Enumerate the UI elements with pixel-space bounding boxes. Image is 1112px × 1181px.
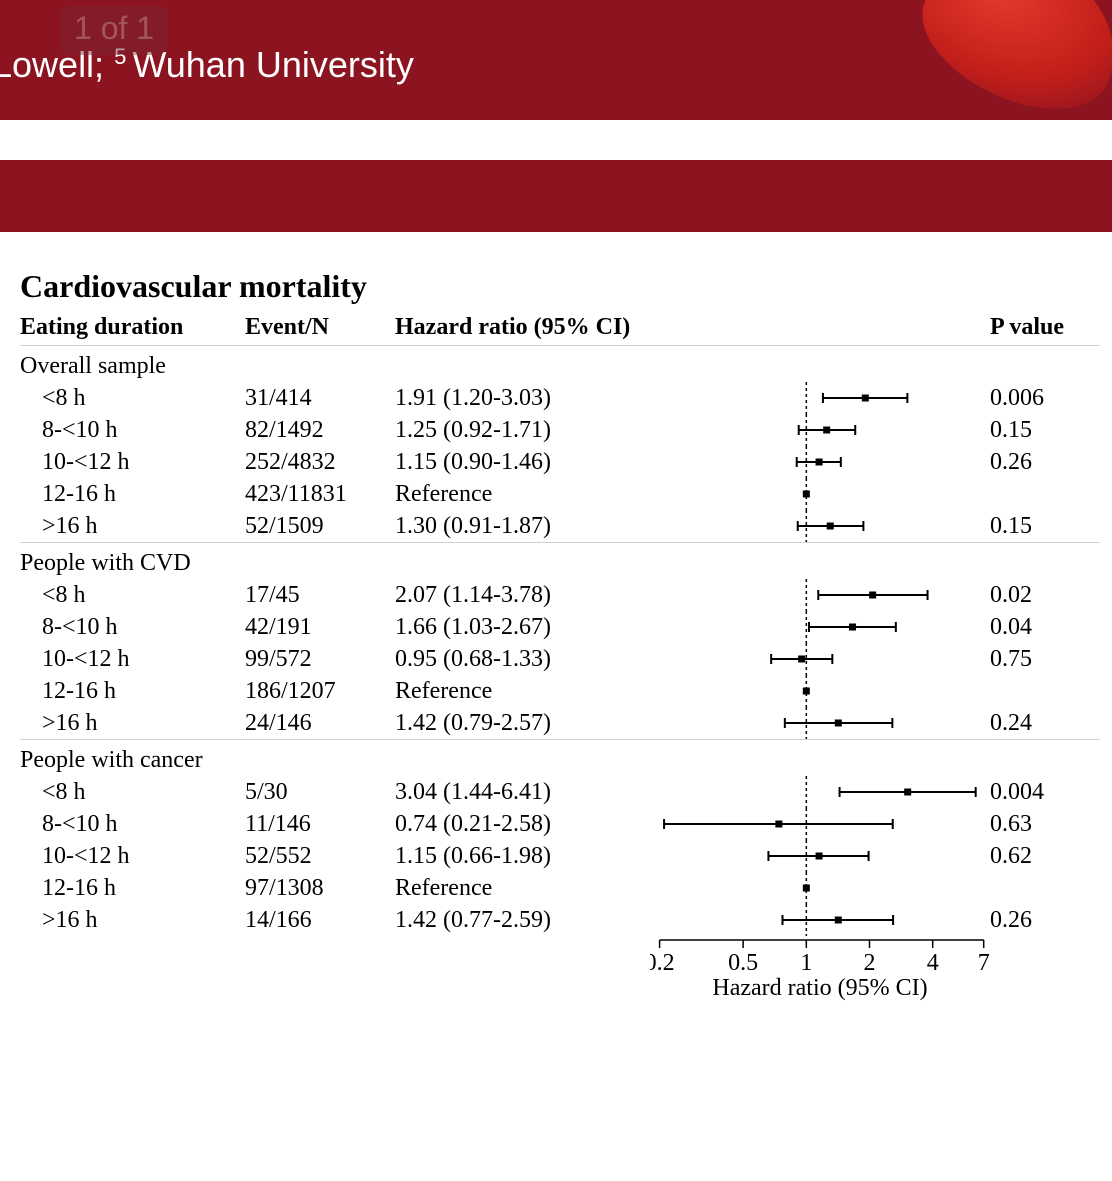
cell-duration: >16 h xyxy=(20,514,245,538)
forest-plot-cell xyxy=(650,414,990,446)
cell-pvalue: 0.04 xyxy=(990,615,1100,639)
x-axis-label: Hazard ratio (95% CI) xyxy=(650,976,990,1000)
cell-duration: <8 h xyxy=(20,780,245,804)
forest-plot-cell xyxy=(650,675,990,707)
forest-plot-cell xyxy=(650,611,990,643)
svg-text:2: 2 xyxy=(864,950,876,976)
cell-hr-text: 3.04 (1.44-6.41) xyxy=(395,780,650,804)
cell-event-n: 31/414 xyxy=(245,386,395,410)
cell-duration: 10-<12 h xyxy=(20,844,245,868)
x-axis: 0.2 0.5 1 2 4 7Hazard ratio (95% CI) xyxy=(650,936,990,1016)
cell-event-n: 97/1308 xyxy=(245,876,395,900)
forest-plot-cell xyxy=(650,579,990,611)
cell-hr-text: 2.07 (1.14-3.78) xyxy=(395,583,650,607)
forest-plot-cell xyxy=(650,478,990,510)
forest-plot-cell xyxy=(650,382,990,414)
cell-pvalue: 0.63 xyxy=(990,812,1100,836)
svg-text:4: 4 xyxy=(927,950,939,976)
forest-plot-cell xyxy=(650,904,990,936)
content-area: Cardiovascular mortality Eating duration… xyxy=(0,232,1112,1046)
cell-duration: 12-16 h xyxy=(20,482,245,506)
header-banner: 1 of 1 Lowell; 5 Wuhan University xyxy=(0,0,1112,120)
cell-event-n: 17/45 xyxy=(245,583,395,607)
cell-hr-text: 0.95 (0.68-1.33) xyxy=(395,647,650,671)
cell-duration: >16 h xyxy=(20,908,245,932)
cell-event-n: 99/572 xyxy=(245,647,395,671)
section-label: People with CVD xyxy=(20,542,1100,579)
cell-hr-text: 1.42 (0.79-2.57) xyxy=(395,711,650,735)
cell-event-n: 52/1509 xyxy=(245,514,395,538)
cell-pvalue: 0.62 xyxy=(990,844,1100,868)
cell-hr-text: Reference xyxy=(395,679,650,703)
table-title: Cardiovascular mortality xyxy=(20,268,1082,305)
forest-plot-cell xyxy=(650,643,990,675)
svg-text:0.2: 0.2 xyxy=(650,950,675,976)
col-pvalue: P value xyxy=(990,311,1100,345)
cell-duration: >16 h xyxy=(20,711,245,735)
cell-duration: <8 h xyxy=(20,386,245,410)
section-label: Overall sample xyxy=(20,345,1100,382)
cell-pvalue: 0.24 xyxy=(990,711,1100,735)
cell-event-n: 14/166 xyxy=(245,908,395,932)
cell-duration: 8-<10 h xyxy=(20,418,245,442)
cell-pvalue: 0.15 xyxy=(990,418,1100,442)
forest-plot-cell xyxy=(650,840,990,872)
forest-plot-cell xyxy=(650,872,990,904)
cell-pvalue: 0.75 xyxy=(990,647,1100,671)
cell-pvalue: 0.004 xyxy=(990,780,1100,804)
cell-pvalue: 0.26 xyxy=(990,450,1100,474)
svg-text:7: 7 xyxy=(978,950,990,976)
svg-text:0.5: 0.5 xyxy=(728,950,758,976)
cell-hr-text: 1.42 (0.77-2.59) xyxy=(395,908,650,932)
cell-pvalue: 0.006 xyxy=(990,386,1100,410)
forest-plot-cell xyxy=(650,808,990,840)
col-hr-ci: Hazard ratio (95% CI) xyxy=(395,311,650,345)
cell-event-n: 186/1207 xyxy=(245,679,395,703)
cell-duration: 8-<10 h xyxy=(20,812,245,836)
col-event-n: Event/N xyxy=(245,311,395,345)
cell-event-n: 24/146 xyxy=(245,711,395,735)
divider-gap xyxy=(0,120,1112,140)
cell-duration: 12-16 h xyxy=(20,679,245,703)
forest-plot-cell xyxy=(650,510,990,542)
cell-hr-text: 1.25 (0.92-1.71) xyxy=(395,418,650,442)
cell-hr-text: 1.91 (1.20-3.03) xyxy=(395,386,650,410)
cell-event-n: 82/1492 xyxy=(245,418,395,442)
cell-hr-text: Reference xyxy=(395,482,650,506)
cell-hr-text: 1.66 (1.03-2.67) xyxy=(395,615,650,639)
cell-event-n: 252/4832 xyxy=(245,450,395,474)
cell-hr-text: 1.15 (0.66-1.98) xyxy=(395,844,650,868)
cell-duration: 10-<12 h xyxy=(20,450,245,474)
cell-pvalue: 0.26 xyxy=(990,908,1100,932)
forest-plot-cell xyxy=(650,776,990,808)
cell-hr-text: 1.30 (0.91-1.87) xyxy=(395,514,650,538)
forest-plot-table: Eating duration Event/N Hazard ratio (95… xyxy=(20,311,1082,1016)
cell-duration: <8 h xyxy=(20,583,245,607)
col-duration: Eating duration xyxy=(20,311,245,345)
banner-suffix: Wuhan University xyxy=(132,44,413,85)
cell-event-n: 5/30 xyxy=(245,780,395,804)
cell-event-n: 11/146 xyxy=(245,812,395,836)
cell-hr-text: 1.15 (0.90-1.46) xyxy=(395,450,650,474)
cell-duration: 8-<10 h xyxy=(20,615,245,639)
forest-plot-cell xyxy=(650,707,990,739)
svg-text:1: 1 xyxy=(800,950,812,976)
col-plot xyxy=(650,323,990,333)
cell-event-n: 423/11831 xyxy=(245,482,395,506)
cell-pvalue: 0.02 xyxy=(990,583,1100,607)
cell-duration: 10-<12 h xyxy=(20,647,245,671)
cell-hr-text: Reference xyxy=(395,876,650,900)
logo-icon xyxy=(902,0,1112,120)
cell-event-n: 52/552 xyxy=(245,844,395,868)
forest-plot-cell xyxy=(650,446,990,478)
cell-hr-text: 0.74 (0.21-2.58) xyxy=(395,812,650,836)
cell-duration: 12-16 h xyxy=(20,876,245,900)
section-label: People with cancer xyxy=(20,739,1100,776)
page-indicator: 1 of 1 xyxy=(60,6,168,55)
cell-pvalue: 0.15 xyxy=(990,514,1100,538)
cell-event-n: 42/191 xyxy=(245,615,395,639)
red-strip xyxy=(0,160,1112,232)
